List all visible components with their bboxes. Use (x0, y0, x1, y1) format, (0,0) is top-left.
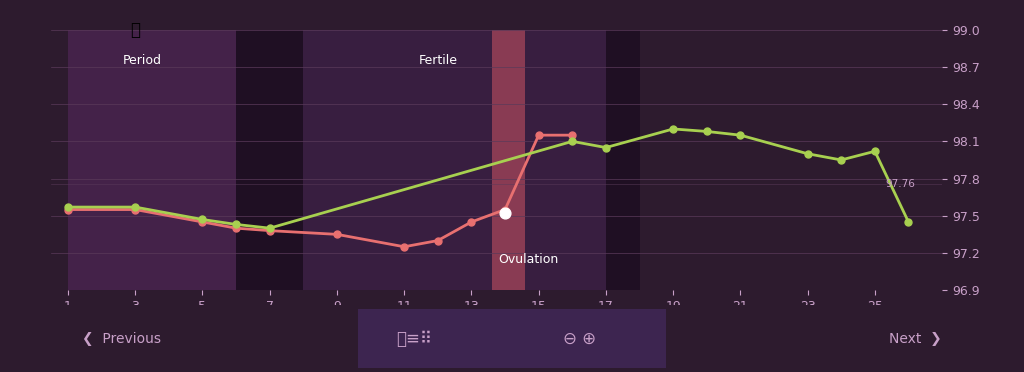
Point (463, 219, 479, 225)
Point (59, 206, 76, 212)
Point (261, 225, 278, 231)
Text: Period: Period (123, 54, 162, 67)
Point (261, 228, 278, 234)
Point (564, 138, 581, 144)
Point (497, 210, 513, 216)
Point (698, 128, 715, 134)
Point (598, 145, 614, 151)
Point (564, 132, 581, 138)
Text: ⊖ ⊕: ⊖ ⊕ (563, 330, 596, 347)
Point (228, 221, 245, 227)
Point (800, 151, 816, 157)
Bar (492, 30, 525, 290)
Point (732, 132, 749, 138)
Point (530, 132, 547, 138)
Text: Fertile: Fertile (419, 54, 458, 67)
Text: 〜≡⠿: 〜≡⠿ (395, 330, 432, 347)
Point (665, 126, 681, 132)
Point (497, 206, 513, 212)
X-axis label: CD: CD (969, 321, 987, 334)
Text: Next  ❯: Next ❯ (889, 331, 942, 346)
Text: 97.76: 97.76 (885, 179, 914, 189)
Bar (303, 30, 606, 290)
Bar (606, 30, 640, 290)
Text: Ovulation: Ovulation (499, 253, 558, 266)
Point (195, 217, 211, 222)
Point (834, 157, 850, 163)
Point (396, 244, 413, 250)
Point (900, 219, 916, 225)
Point (430, 238, 446, 244)
Bar (237, 30, 303, 290)
Text: ❮  Previous: ❮ Previous (82, 331, 161, 346)
Point (59, 204, 76, 210)
Point (127, 204, 143, 210)
Text: 💧: 💧 (130, 21, 140, 39)
Bar (68, 30, 237, 290)
Point (228, 225, 245, 231)
Point (127, 206, 143, 212)
Point (866, 148, 883, 154)
Point (329, 231, 345, 237)
Point (195, 219, 211, 225)
